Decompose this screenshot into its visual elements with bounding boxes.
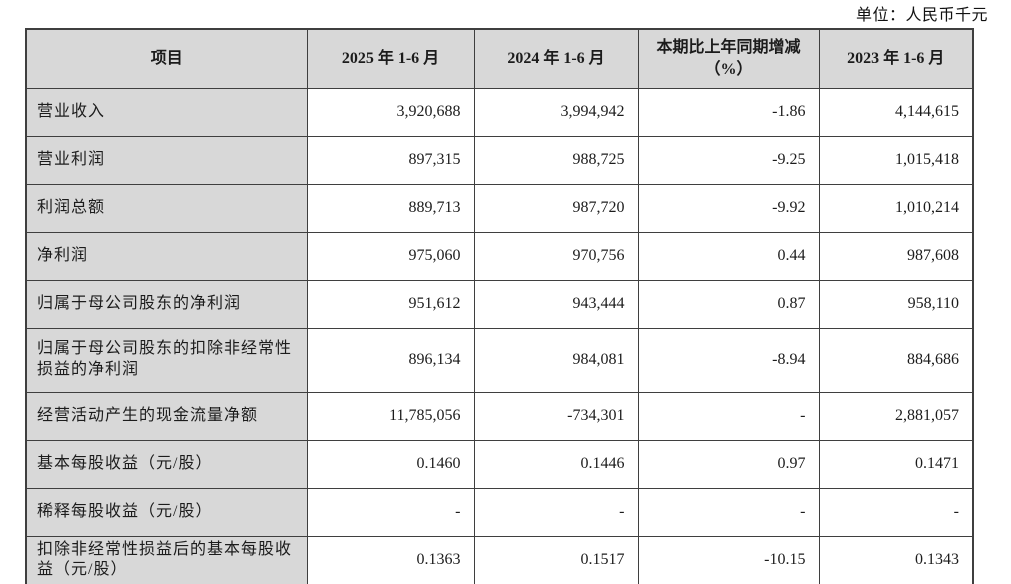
- row-label: 归属于母公司股东的扣除非经常性损益的净利润: [25, 327, 308, 393]
- value-cell: 975,060: [306, 231, 475, 281]
- table-row-net-profit-excl-nonrecurring: 归属于母公司股东的扣除非经常性损益的净利润 896,134 984,081 -8…: [25, 327, 974, 393]
- value-cell: -: [306, 487, 475, 537]
- value-cell: 988,725: [473, 135, 639, 185]
- table-header-row: 项目 2025 年 1-6 月 2024 年 1-6 月 本期比上年同期增减（%…: [25, 28, 974, 89]
- row-label: 基本每股收益（元/股）: [25, 439, 308, 489]
- value-cell: 0.1363: [306, 535, 475, 584]
- value-cell: 2,881,057: [818, 391, 974, 441]
- table-row-basic-eps-excl-nonrecurring: 扣除非经常性损益后的基本每股收益（元/股） 0.1363 0.1517 -10.…: [25, 535, 974, 584]
- value-cell: 0.1460: [306, 439, 475, 489]
- table-row-basic-eps: 基本每股收益（元/股） 0.1460 0.1446 0.97 0.1471: [25, 439, 974, 489]
- value-cell: -10.15: [637, 535, 820, 584]
- value-cell: -: [818, 487, 974, 537]
- value-cell: 987,608: [818, 231, 974, 281]
- value-cell: 4,144,615: [818, 87, 974, 137]
- value-cell: 970,756: [473, 231, 639, 281]
- value-cell: 3,994,942: [473, 87, 639, 137]
- value-cell: 0.87: [637, 279, 820, 329]
- row-label: 归属于母公司股东的净利润: [25, 279, 308, 329]
- value-cell: 3,920,688: [306, 87, 475, 137]
- value-cell: 951,612: [306, 279, 475, 329]
- row-label: 利润总额: [25, 183, 308, 233]
- value-cell: 889,713: [306, 183, 475, 233]
- value-cell: -: [637, 487, 820, 537]
- value-cell: 11,785,056: [306, 391, 475, 441]
- table-row-net-profit-to-parent: 归属于母公司股东的净利润 951,612 943,444 0.87 958,11…: [25, 279, 974, 329]
- table-row-diluted-eps: 稀释每股收益（元/股） - - - -: [25, 487, 974, 537]
- row-label: 营业利润: [25, 135, 308, 185]
- unit-label: 单位：人民币千元: [855, 7, 988, 24]
- row-label: 稀释每股收益（元/股）: [25, 487, 308, 537]
- row-label: 扣除非经常性损益后的基本每股收益（元/股）: [25, 535, 308, 584]
- column-header-2024: 2024 年 1-6 月: [473, 28, 639, 89]
- row-label: 经营活动产生的现金流量净额: [25, 391, 308, 441]
- value-cell: -8.94: [637, 327, 820, 393]
- financial-summary-table: 项目 2025 年 1-6 月 2024 年 1-6 月 本期比上年同期增减（%…: [25, 28, 974, 584]
- table-row-operating-cash-flow: 经营活动产生的现金流量净额 11,785,056 -734,301 - 2,88…: [25, 391, 974, 441]
- row-label: 营业收入: [25, 87, 308, 137]
- column-header-2023: 2023 年 1-6 月: [818, 28, 974, 89]
- row-label: 净利润: [25, 231, 308, 281]
- value-cell: 987,720: [473, 183, 639, 233]
- value-cell: -734,301: [473, 391, 639, 441]
- table-row-operating-profit: 营业利润 897,315 988,725 -9.25 1,015,418: [25, 135, 974, 185]
- value-cell: 1,010,214: [818, 183, 974, 233]
- value-cell: 0.1471: [818, 439, 974, 489]
- value-cell: 896,134: [306, 327, 475, 393]
- column-header-item: 项目: [25, 28, 308, 89]
- value-cell: 0.44: [637, 231, 820, 281]
- table-row-net-profit: 净利润 975,060 970,756 0.44 987,608: [25, 231, 974, 281]
- value-cell: 897,315: [306, 135, 475, 185]
- value-cell: -: [637, 391, 820, 441]
- value-cell: -9.92: [637, 183, 820, 233]
- value-cell: 984,081: [473, 327, 639, 393]
- value-cell: 0.1446: [473, 439, 639, 489]
- column-header-2025: 2025 年 1-6 月: [306, 28, 475, 89]
- value-cell: 1,015,418: [818, 135, 974, 185]
- value-cell: -9.25: [637, 135, 820, 185]
- value-cell: 0.1343: [818, 535, 974, 584]
- table-row-operating-revenue: 营业收入 3,920,688 3,994,942 -1.86 4,144,615: [25, 87, 974, 137]
- value-cell: 884,686: [818, 327, 974, 393]
- value-cell: 958,110: [818, 279, 974, 329]
- value-cell: 0.97: [637, 439, 820, 489]
- value-cell: 0.1517: [473, 535, 639, 584]
- value-cell: -: [473, 487, 639, 537]
- column-header-change-pct: 本期比上年同期增减（%）: [637, 28, 820, 89]
- table-row-total-profit: 利润总额 889,713 987,720 -9.92 1,010,214: [25, 183, 974, 233]
- value-cell: -1.86: [637, 87, 820, 137]
- value-cell: 943,444: [473, 279, 639, 329]
